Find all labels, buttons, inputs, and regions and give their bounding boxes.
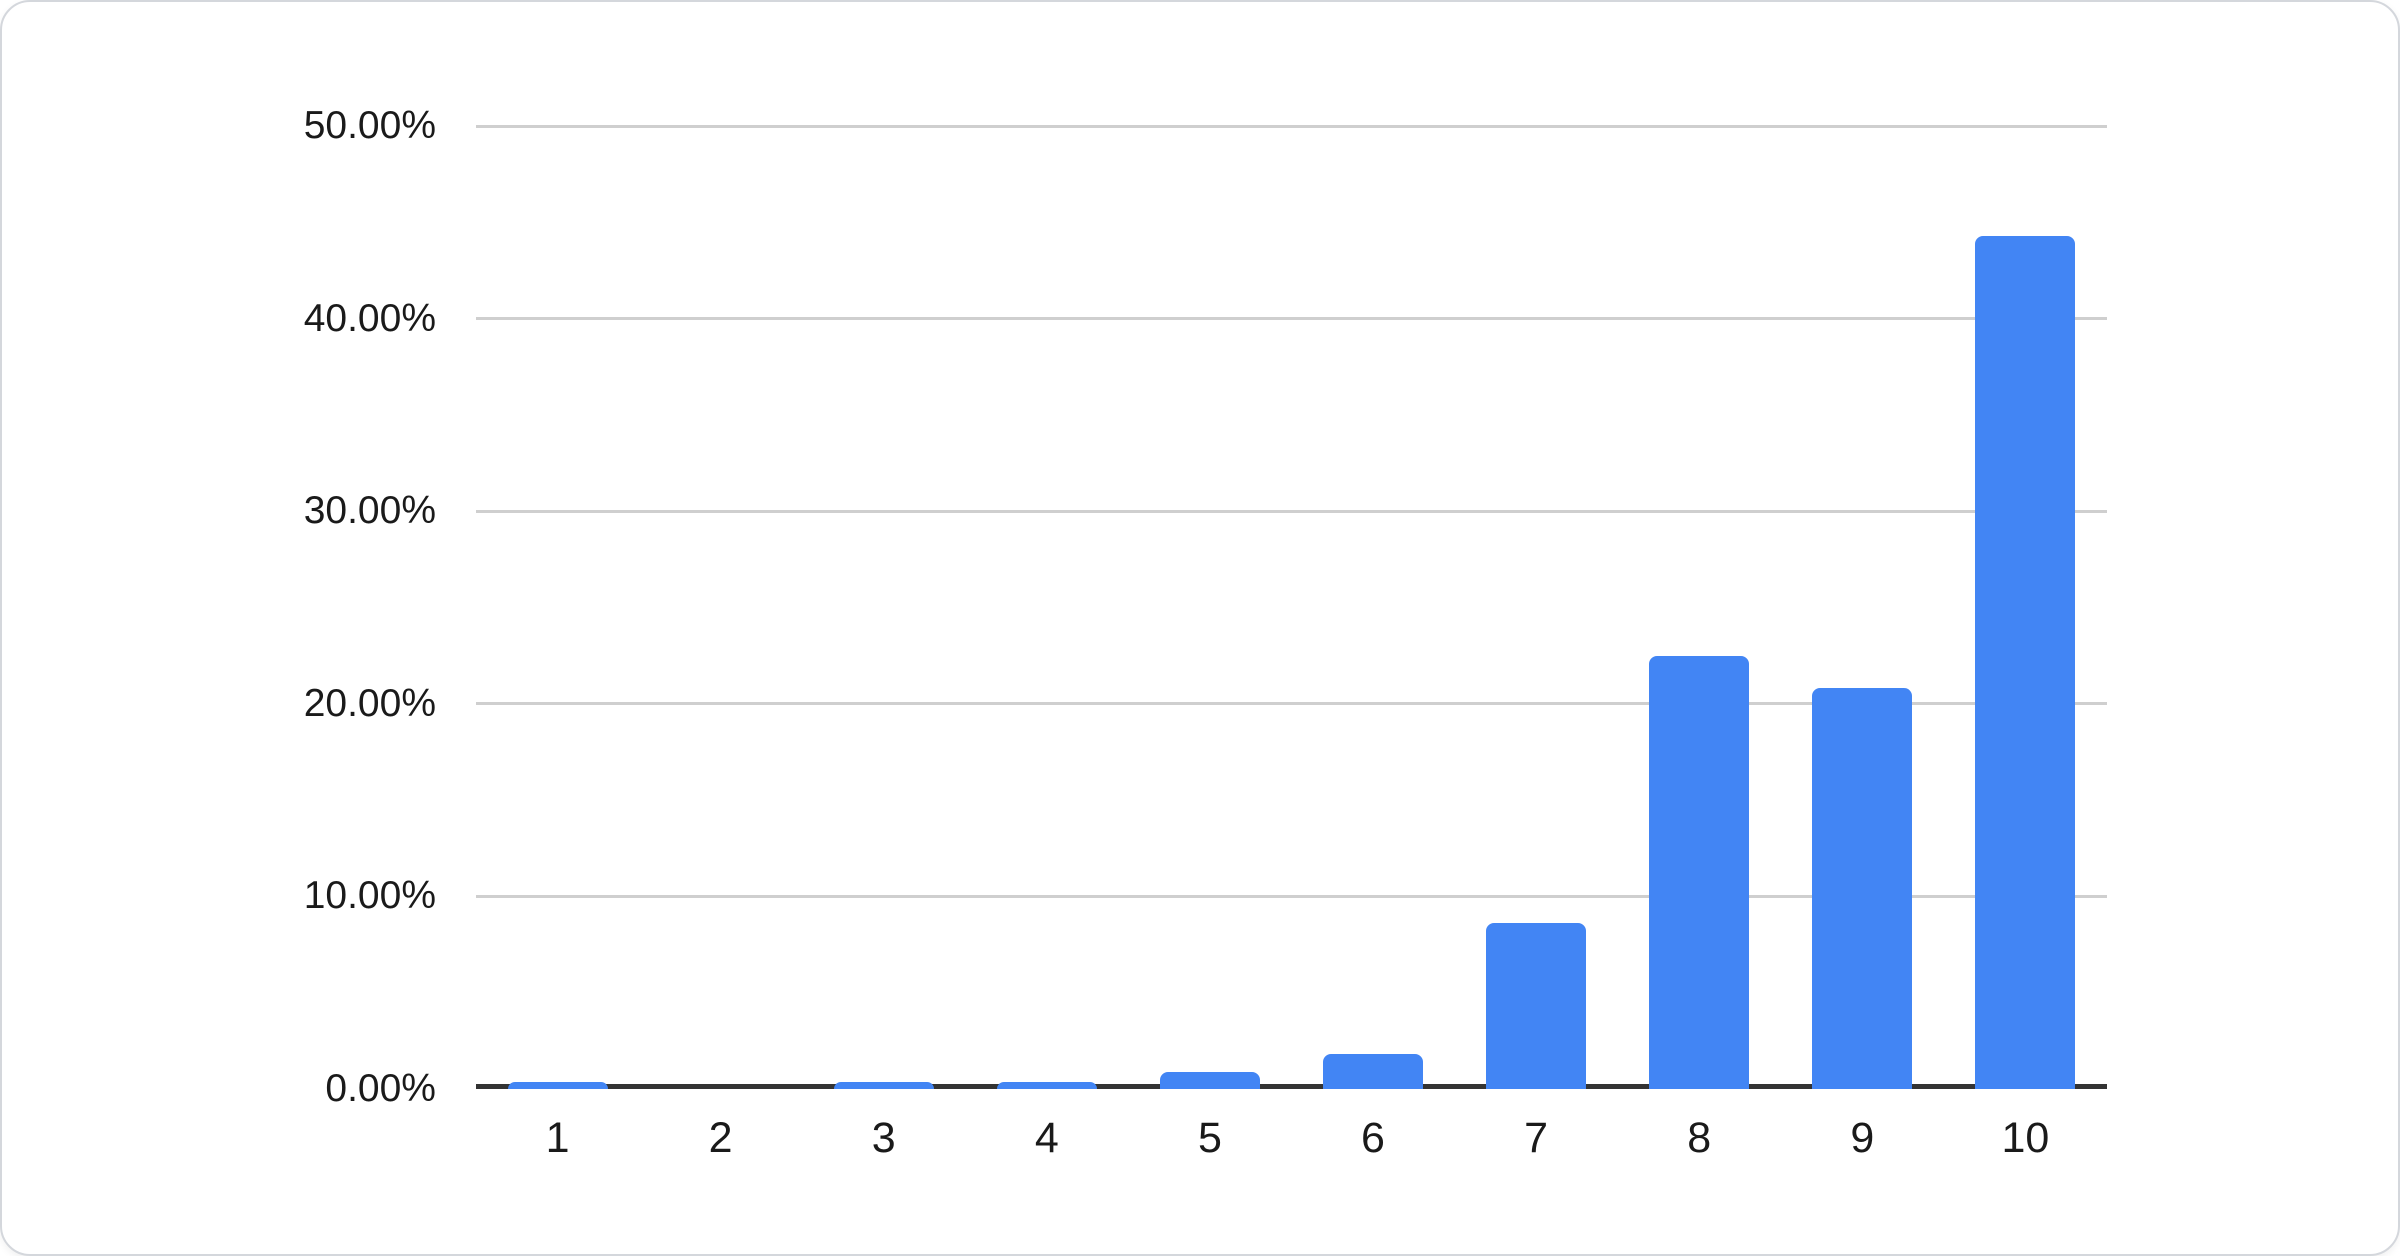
x-tick-label-3: 3: [871, 1114, 896, 1162]
bar-category-9[interactable]: [1812, 688, 1913, 1089]
x-tick-label-8: 8: [1687, 1114, 1712, 1162]
x-tick-label-9: 9: [1850, 1114, 1875, 1162]
x-tick-label-1: 1: [545, 1114, 570, 1162]
x-tick-label-2: 2: [708, 1114, 733, 1162]
bar-category-6[interactable]: [1323, 1054, 1424, 1089]
y-tick-label-50pct: 50.00%: [303, 104, 436, 147]
y-tick-label-30pct: 30.00%: [303, 489, 436, 533]
x-tick-label-5: 5: [1197, 1114, 1222, 1162]
bar-category-8[interactable]: [1649, 655, 1750, 1089]
x-tick-label-7: 7: [1524, 1114, 1549, 1162]
y-tick-label-0pct: 0.00%: [325, 1067, 436, 1110]
gridline-40pct: [476, 317, 2107, 321]
x-tick-label-6: 6: [1361, 1114, 1385, 1162]
bar-category-4[interactable]: [996, 1082, 1097, 1089]
gridline-10pct: [476, 894, 2107, 898]
gridline-20pct: [476, 702, 2107, 706]
gridline-50pct: [476, 124, 2107, 128]
bar-category-1[interactable]: [507, 1082, 608, 1089]
bar-category-5[interactable]: [1159, 1071, 1260, 1089]
y-tick-label-10pct: 10.00%: [303, 874, 436, 918]
y-tick-label-20pct: 20.00%: [303, 681, 436, 725]
y-axis: 0.00% 10.00% 20.00% 30.00% 40.00% 50.00%: [2, 104, 456, 1110]
gridline-30pct: [476, 509, 2107, 513]
x-tick-label-4: 4: [1034, 1114, 1059, 1162]
y-tick-label-40pct: 40.00%: [303, 296, 436, 340]
bar-category-7[interactable]: [1486, 923, 1587, 1089]
x-tick-label-10: 10: [2001, 1114, 2050, 1162]
bar-category-3[interactable]: [833, 1082, 934, 1089]
x-axis-baseline: [476, 1084, 2107, 1089]
x-axis: 1 2 3 4 5 6 7 8 9 10: [476, 1108, 2107, 1168]
plot-area: [476, 124, 2107, 1089]
bar-category-10[interactable]: [1975, 235, 2076, 1089]
